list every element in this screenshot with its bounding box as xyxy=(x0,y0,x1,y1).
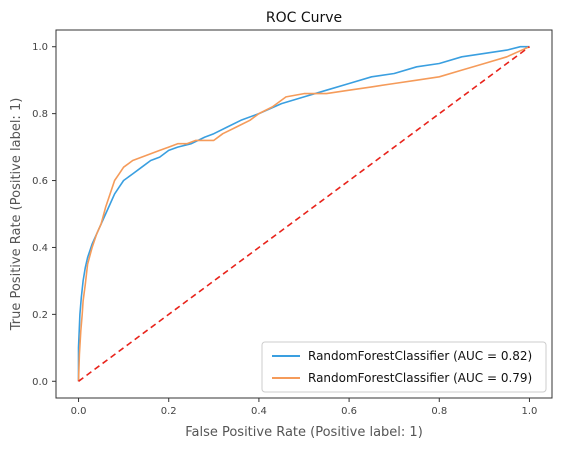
chart-title: ROC Curve xyxy=(266,10,342,26)
y-tick-label: 0.8 xyxy=(32,109,48,120)
y-tick-label: 0.6 xyxy=(32,176,48,187)
y-tick-label: 1.0 xyxy=(32,42,48,53)
ticks-layer: 0.0 0.2 0.4 0.6 0.8 1.0 0.0 0.2 0.4 0.6 0.8 1.0 xyxy=(32,42,537,417)
x-tick-label: 1.0 xyxy=(522,406,538,417)
y-tick-label: 0.4 xyxy=(32,243,48,254)
roc-series-line-2 xyxy=(77,45,530,382)
legend: RandomForestClassifier (AUC = 0.82) Rando… xyxy=(261,341,547,393)
legend-label: RandomForestClassifier (AUC = 0.79) xyxy=(308,371,532,385)
y-tick-label: 0.2 xyxy=(32,310,48,321)
legend-label: RandomForestClassifier (AUC = 0.82) xyxy=(308,349,532,363)
x-axis-label: False Positive Rate (Positive label: 1) xyxy=(185,425,423,440)
x-tick-label: 0.8 xyxy=(431,406,447,417)
roc-series-line-1 xyxy=(77,45,530,382)
x-tick-label: 0.2 xyxy=(161,406,177,417)
y-tick-label: 0.0 xyxy=(32,377,48,388)
plot-frame xyxy=(55,29,553,399)
series-layer xyxy=(77,45,530,382)
x-tick-label: 0.4 xyxy=(251,406,267,417)
y-axis-label: True Positive Rate (Positive label: 1) xyxy=(9,98,24,332)
x-tick-label: 0.0 xyxy=(71,406,87,417)
chance-diagonal-line xyxy=(78,46,530,382)
legend-box xyxy=(261,341,547,393)
x-tick-label: 0.6 xyxy=(341,406,357,417)
